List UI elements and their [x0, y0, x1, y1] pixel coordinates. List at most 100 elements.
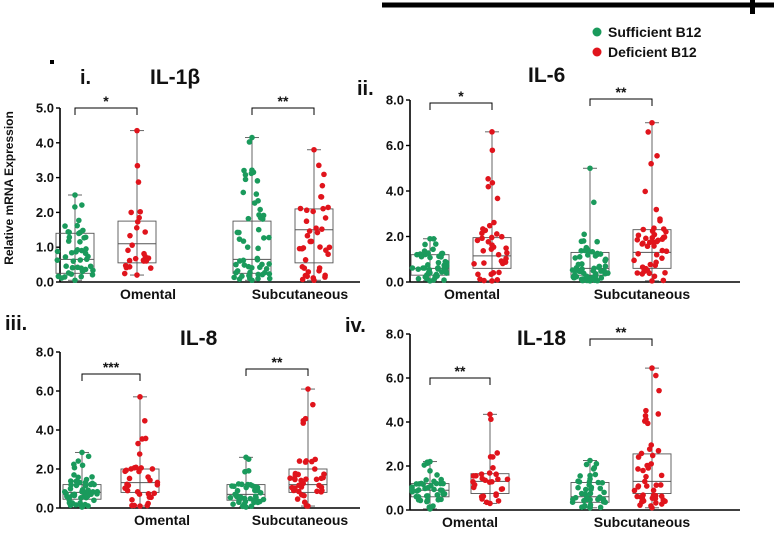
data-point — [136, 214, 142, 221]
data-point — [141, 417, 148, 424]
data-point — [572, 255, 579, 261]
data-point — [490, 454, 496, 460]
data-point — [639, 271, 646, 277]
data-point — [307, 238, 313, 245]
data-point — [494, 450, 501, 456]
data-point — [126, 475, 133, 482]
data-point — [136, 451, 143, 457]
data-point — [434, 492, 441, 498]
data-point — [584, 252, 591, 258]
panel-0-ytick-label: 5.0 — [36, 101, 54, 116]
data-point — [648, 160, 654, 167]
data-point — [259, 261, 265, 268]
data-point — [595, 496, 601, 503]
data-point — [579, 277, 586, 284]
data-point — [230, 501, 236, 508]
data-point — [656, 387, 662, 394]
data-point — [145, 474, 151, 480]
data-point — [65, 270, 72, 276]
data-point — [147, 265, 154, 271]
data-point — [239, 273, 245, 279]
panel-3-ytick-label: 0.0 — [386, 503, 404, 518]
data-point — [255, 271, 261, 278]
data-point — [316, 162, 322, 169]
data-point — [409, 486, 415, 493]
data-point — [66, 494, 73, 500]
data-point — [424, 498, 430, 505]
data-point — [79, 462, 86, 469]
data-point — [569, 267, 576, 273]
data-point — [423, 477, 429, 483]
data-point — [82, 501, 88, 508]
panel-1-ytick-label: 0.0 — [386, 275, 404, 290]
data-point — [581, 503, 588, 510]
panel-0-box-group — [54, 192, 96, 284]
data-point — [635, 250, 641, 257]
panel-3-ytick-label: 4.0 — [386, 415, 404, 430]
data-point — [474, 237, 481, 244]
panel-0-box-group — [294, 146, 334, 284]
data-point — [649, 228, 656, 234]
data-point — [313, 225, 319, 231]
panel-0-box-group — [117, 127, 157, 278]
data-point — [571, 274, 578, 281]
data-point — [430, 277, 437, 283]
data-point — [54, 257, 61, 263]
data-point — [418, 253, 425, 260]
data-point — [154, 479, 161, 486]
data-point — [121, 270, 128, 277]
data-point — [434, 472, 440, 478]
data-point — [314, 229, 321, 236]
data-point — [75, 458, 82, 464]
data-point — [90, 267, 96, 274]
data-point — [504, 250, 510, 256]
data-point — [142, 229, 148, 235]
y-axis-label: Relative mRNA Expression — [2, 111, 16, 265]
data-point — [141, 250, 147, 257]
data-point — [651, 273, 658, 280]
data-point — [587, 476, 593, 482]
data-point — [653, 482, 660, 488]
data-point — [233, 269, 239, 276]
data-point — [652, 262, 659, 269]
panel-3-ytick-label: 8.0 — [386, 327, 404, 342]
data-point — [67, 485, 74, 492]
data-point — [234, 487, 241, 494]
data-point — [297, 205, 304, 212]
data-point — [78, 273, 85, 280]
data-point — [65, 229, 71, 235]
data-point — [435, 266, 441, 272]
data-point — [592, 471, 599, 478]
data-point — [425, 250, 431, 256]
panel-2-ytick-label: 8.0 — [36, 345, 54, 360]
panel-title-il6: IL-6 — [528, 64, 565, 87]
data-point — [440, 480, 446, 487]
data-point — [310, 208, 316, 215]
data-point — [129, 502, 135, 509]
data-point — [89, 271, 96, 278]
data-point — [647, 261, 654, 268]
data-point — [415, 266, 422, 272]
data-point — [653, 251, 660, 258]
data-point — [301, 499, 308, 505]
data-point — [253, 191, 260, 197]
panel-2-ytick-label: 0.0 — [36, 501, 54, 516]
data-point — [643, 235, 649, 242]
data-point — [490, 270, 497, 276]
data-point — [236, 229, 242, 236]
panel-3-ytick-label: 6.0 — [386, 371, 404, 386]
panel-title-il1b: IL-1β — [150, 66, 200, 89]
data-point — [660, 234, 667, 241]
panel-title-il18: IL-18 — [517, 327, 566, 350]
panel-1-sig-label: * — [458, 88, 464, 104]
panel-2-category-label: Omental — [134, 512, 190, 528]
data-point — [634, 237, 641, 243]
data-point — [241, 167, 247, 174]
data-point — [303, 207, 310, 214]
panel-1-ytick-label: 6.0 — [386, 138, 404, 153]
panel-1-ytick-label: 8.0 — [386, 93, 404, 108]
data-point — [257, 214, 264, 221]
data-point — [640, 467, 646, 474]
data-point — [303, 458, 310, 464]
panel-label-iii: iii. — [5, 313, 27, 335]
